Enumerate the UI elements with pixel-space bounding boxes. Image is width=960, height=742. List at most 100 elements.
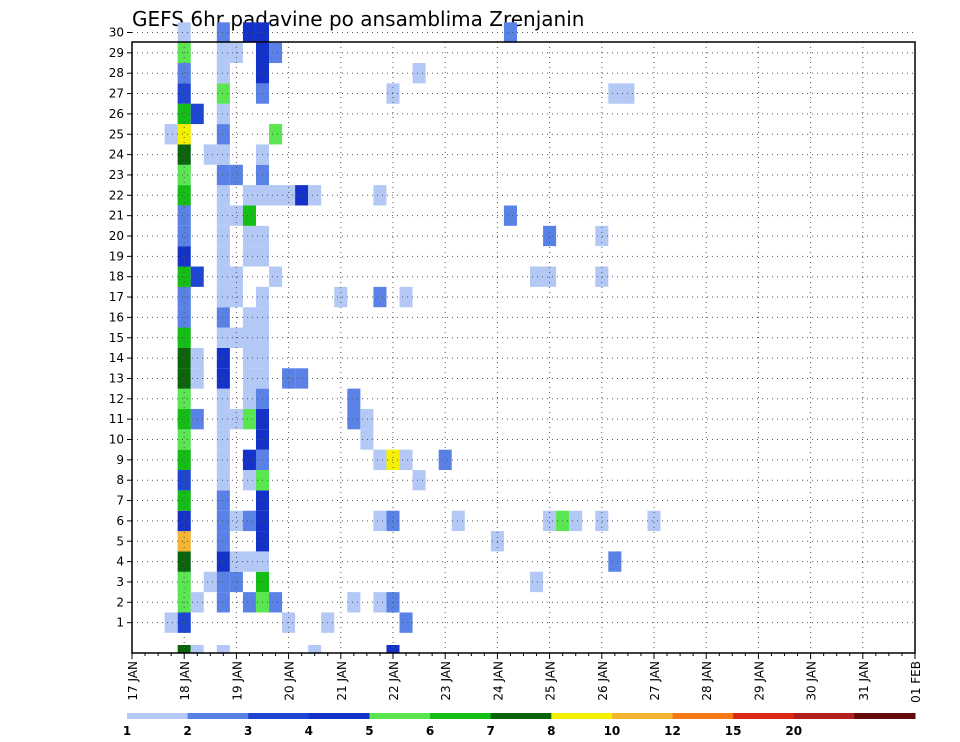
- heatmap-cell: [530, 266, 544, 287]
- y-tick-label: 13: [109, 371, 124, 385]
- y-tick-label: 6: [116, 514, 124, 528]
- heatmap-cell: [242, 225, 256, 247]
- legend-swatch: [611, 713, 674, 719]
- y-tick-label: 4: [116, 555, 124, 569]
- cells-layer: [164, 22, 661, 653]
- y-tick-label: 20: [109, 229, 124, 243]
- y-tick-label: 3: [116, 575, 124, 589]
- heatmap-cell: [177, 510, 191, 532]
- heatmap-cell: [177, 531, 191, 552]
- y-tick-label: 10: [109, 433, 124, 447]
- x-tick-label: 17 JAN: [126, 661, 140, 701]
- heatmap-cell: [177, 63, 191, 84]
- y-tick-label: 28: [109, 66, 124, 80]
- heatmap-cell: [216, 327, 230, 348]
- heatmap-cell: [216, 429, 230, 450]
- heatmap-cell: [373, 449, 387, 471]
- x-tick-label: 27 JAN: [648, 661, 662, 701]
- heatmap-cell: [242, 470, 256, 491]
- heatmap-cell: [229, 510, 243, 532]
- legend-swatch: [854, 713, 916, 719]
- y-tick-label: 23: [109, 168, 124, 182]
- legend-swatch: [672, 713, 734, 719]
- heatmap-cell: [216, 266, 230, 287]
- heatmap-cell: [373, 510, 387, 532]
- heatmap-cell: [177, 205, 191, 226]
- legend-label: 3: [244, 724, 252, 738]
- heatmap-cell: [295, 185, 309, 206]
- heatmap-cell: [177, 551, 191, 572]
- legend-swatch: [793, 713, 855, 719]
- y-tick-label: 9: [116, 453, 124, 467]
- heatmap-cell: [503, 22, 517, 43]
- legend-label: 7: [487, 724, 495, 738]
- y-tick-label: 7: [116, 494, 124, 508]
- heatmap-cell: [412, 470, 426, 491]
- heatmap-cell: [373, 185, 387, 206]
- x-tick-label: 22 JAN: [387, 661, 401, 701]
- heatmap-cell: [216, 42, 230, 64]
- heatmap-cell: [216, 22, 230, 43]
- heatmap-cell: [216, 144, 230, 165]
- heatmap-cell: [242, 205, 256, 226]
- heatmap-cell: [438, 449, 452, 471]
- heatmap-cell: [269, 185, 283, 206]
- heatmap-cell: [164, 612, 178, 633]
- heatmap-cell: [177, 388, 191, 409]
- legend-label: 12: [664, 724, 681, 738]
- heatmap-cell: [216, 103, 230, 125]
- heatmap-cell: [177, 408, 191, 430]
- heatmap-cell: [543, 510, 557, 532]
- heatmap-cell: [229, 571, 243, 593]
- heatmap-cell: [177, 266, 191, 287]
- heatmap-cell: [282, 185, 296, 206]
- heatmap-cell: [190, 645, 204, 653]
- y-tick-label: 22: [109, 188, 124, 202]
- heatmap-cell: [177, 185, 191, 206]
- heatmap-cell: [177, 103, 191, 125]
- heatmap-cell: [177, 83, 191, 104]
- heatmap-cell: [229, 266, 243, 287]
- heatmap-cell: [216, 571, 230, 593]
- heatmap-cell: [295, 368, 309, 389]
- heatmap-cell: [282, 368, 296, 389]
- x-tick-label: 20 JAN: [283, 661, 297, 701]
- heatmap-cell: [177, 449, 191, 471]
- heatmap-cell: [347, 388, 361, 409]
- heatmap-cell: [177, 124, 191, 145]
- heatmap-cell: [242, 185, 256, 206]
- heatmap-cell: [216, 205, 230, 226]
- heatmap-cell: [216, 551, 230, 572]
- y-tick-label: 2: [116, 595, 124, 609]
- heatmap-cell: [269, 592, 283, 613]
- heatmap-cell: [399, 612, 413, 633]
- y-tick-label: 18: [109, 270, 124, 284]
- heatmap-cell: [373, 592, 387, 613]
- color-legend: 1 2 3 4 5 6 7 8 10 12 15 20: [123, 713, 916, 738]
- heatmap-cell: [308, 185, 322, 206]
- heatmap-cell: [203, 571, 217, 593]
- heatmap-cell: [269, 124, 283, 145]
- x-tick-label: 29 JAN: [752, 661, 766, 701]
- y-tick-label: 30: [109, 26, 124, 40]
- y-tick-label: 16: [109, 310, 124, 324]
- heatmap-cell: [216, 63, 230, 84]
- legend-swatch: [369, 713, 431, 719]
- heatmap-cell: [216, 531, 230, 552]
- heatmap-cell: [177, 225, 191, 247]
- heatmap-cell: [242, 408, 256, 430]
- x-tick-label: 18 JAN: [178, 661, 192, 701]
- x-tick-label: 28 JAN: [700, 661, 714, 701]
- heatmap-cell: [216, 246, 230, 267]
- legend-label: 2: [183, 724, 191, 738]
- y-tick-label: 5: [116, 534, 124, 548]
- y-tick-label: 17: [109, 290, 124, 304]
- heatmap-cell: [269, 42, 283, 64]
- heatmap-cell: [229, 551, 243, 572]
- heatmap-cell: [216, 83, 230, 104]
- legend-label: 15: [725, 724, 742, 738]
- heatmap-cell: [177, 347, 191, 369]
- heatmap-cell: [242, 449, 256, 471]
